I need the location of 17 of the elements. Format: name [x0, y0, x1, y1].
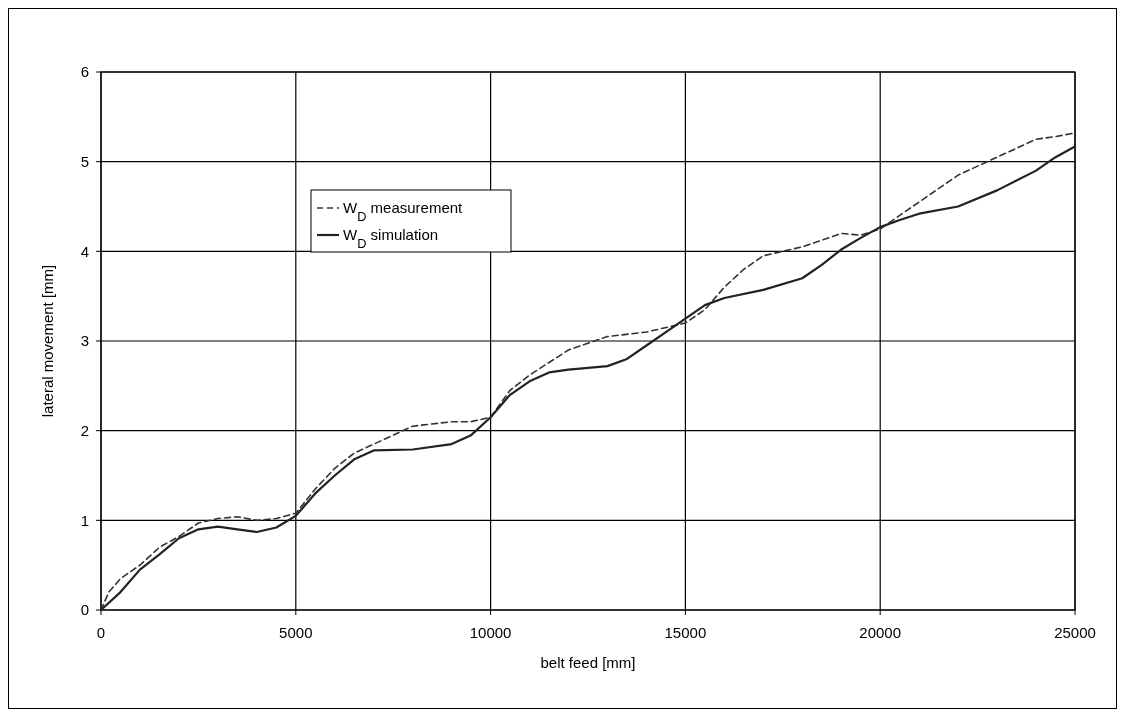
x-tick-label: 0: [96, 624, 106, 641]
y-tick-label: 0: [80, 601, 89, 619]
y-tick-label: 6: [80, 63, 89, 81]
y-tick-label: 4: [80, 242, 89, 260]
x-tick-label: 15000: [664, 624, 707, 641]
x-tick-label: 20000: [859, 624, 902, 641]
legend-label: W$_{D}$ measurement: [343, 199, 464, 224]
y-tick-label: 1: [80, 511, 89, 529]
x-tick-label: 5000: [279, 624, 313, 641]
legend-label: W$_{D}$ simulation: [343, 226, 439, 251]
x-tick-label: 25000: [1054, 624, 1096, 641]
y-tick-label: 2: [80, 421, 89, 439]
y-tick-label: 5: [80, 152, 89, 170]
x-tick-label: 10000: [469, 624, 512, 641]
y-axis-title: lateral movement [mm]: [39, 264, 56, 418]
x-axis-title: belt feed [mm]: [540, 654, 636, 671]
y-tick-label: 3: [80, 332, 89, 350]
